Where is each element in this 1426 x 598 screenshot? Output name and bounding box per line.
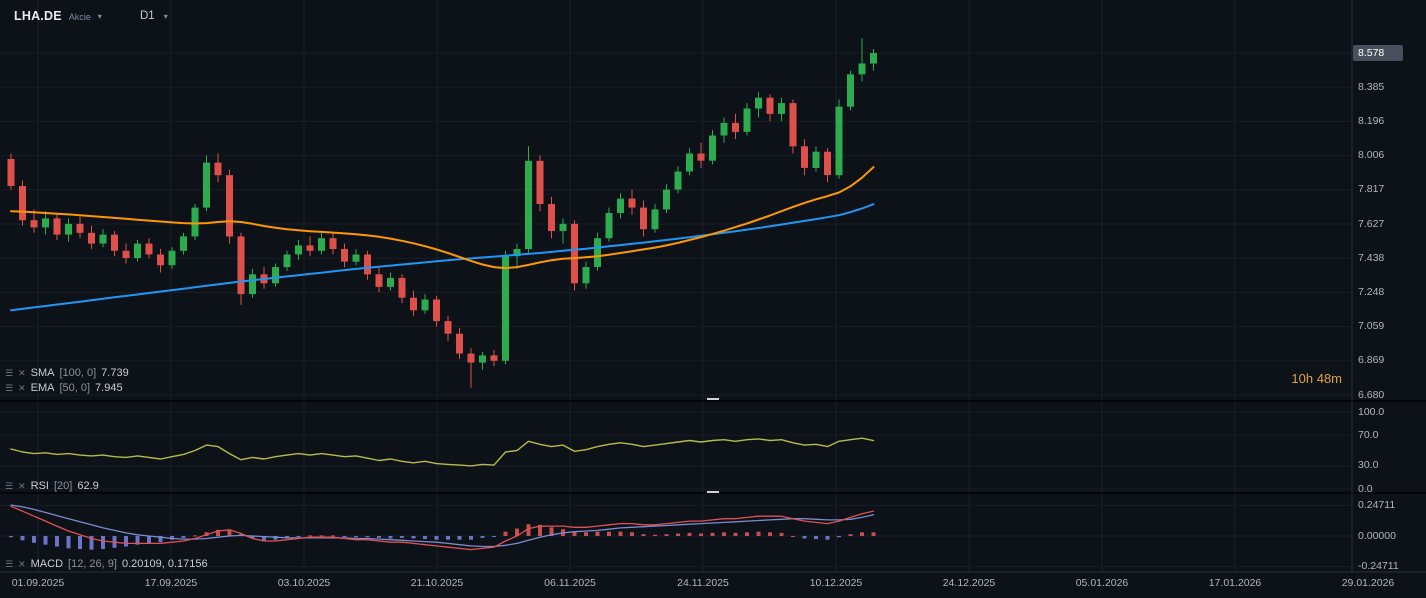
indicator-remove-icon[interactable]: ✕ (18, 367, 26, 378)
indicator-value: 7.945 (95, 382, 123, 394)
timeframe-selector[interactable]: D1 ▾ (140, 10, 168, 22)
indicator-params: [12, 26, 9] (68, 558, 117, 570)
sma-indicator-legend: ☰ ✕ SMA [100, 0] 7.739 (5, 367, 129, 379)
indicator-value: 62.9 (77, 480, 99, 492)
chevron-down-icon: ▾ (97, 11, 102, 21)
indicator-settings-icon[interactable]: ☰ (5, 558, 14, 569)
indicator-name: MACD (30, 558, 64, 570)
indicator-remove-icon[interactable]: ✕ (18, 480, 26, 491)
instrument-type-label: Akcie (68, 11, 91, 22)
indicator-name: EMA (30, 382, 55, 394)
indicator-name: SMA (30, 367, 55, 379)
chevron-down-icon: ▾ (163, 11, 168, 21)
symbol-selector[interactable]: LHA.DE Akcie ▾ (14, 9, 102, 23)
indicator-remove-icon[interactable]: ✕ (18, 558, 26, 569)
candle-close-countdown: 10h 48m (1291, 371, 1342, 386)
indicator-params: [50, 0] (59, 382, 91, 394)
indicator-value: 0.20109, 0.17156 (121, 558, 208, 570)
indicator-remove-icon[interactable]: ✕ (18, 382, 26, 393)
indicator-settings-icon[interactable]: ☰ (5, 382, 14, 393)
symbol-name: LHA.DE (14, 9, 62, 23)
indicator-settings-icon[interactable]: ☰ (5, 367, 14, 378)
indicator-params: [20] (53, 480, 73, 492)
last-price-tag: 8.578 (1353, 45, 1403, 61)
indicator-name: RSI (30, 480, 49, 492)
timeframe-label: D1 (140, 10, 155, 22)
indicator-value: 7.739 (101, 367, 129, 379)
panel-resize-handle[interactable] (707, 398, 719, 400)
ema-indicator-legend: ☰ ✕ EMA [50, 0] 7.945 (5, 382, 123, 394)
indicator-settings-icon[interactable]: ☰ (5, 480, 14, 491)
macd-indicator-legend: ☰ ✕ MACD [12, 26, 9] 0.20109, 0.17156 (5, 558, 208, 570)
rsi-indicator-legend: ☰ ✕ RSI [20] 62.9 (5, 480, 99, 492)
panel-resize-handle[interactable] (707, 491, 719, 493)
indicator-params: [100, 0] (59, 367, 97, 379)
